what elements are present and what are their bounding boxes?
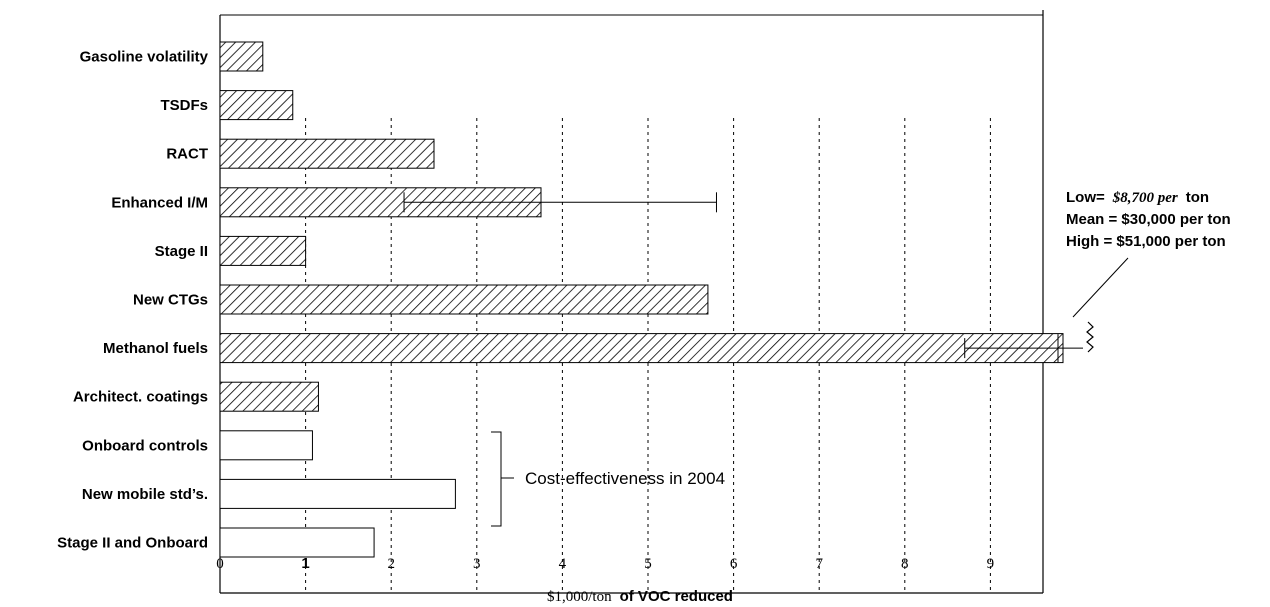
x-tick-label-3: 3 xyxy=(473,556,481,572)
category-label: Gasoline volatility xyxy=(80,49,209,66)
x-tick-label-7: 7 xyxy=(815,556,823,572)
category-label: Architect. coatings xyxy=(73,389,208,406)
annotation-low: Low= $8,700 per ton xyxy=(1066,189,1209,206)
open-bars-bracket xyxy=(491,431,514,527)
category-label: Methanol fuels xyxy=(103,340,208,357)
bar-architect-coatings xyxy=(219,381,319,412)
category-label: Stage II and Onboard xyxy=(57,535,208,552)
open-bars-note: Cost-effectiveness in 2004 xyxy=(525,469,725,488)
x-tick-labels: 0 1 2 3 4 5 6 7 8 9 xyxy=(216,555,994,572)
category-label: Onboard controls xyxy=(82,437,208,454)
x-tick-label-0: 0 xyxy=(216,556,224,572)
axis-break-mark xyxy=(1086,321,1094,353)
category-label: New CTGs xyxy=(133,292,208,309)
bars-group xyxy=(219,41,1064,558)
bar-methanol-fuels xyxy=(219,333,1064,364)
category-label: TSDFs xyxy=(160,97,208,114)
bar-tsdfs xyxy=(219,90,294,121)
x-tick-label-1: 1 xyxy=(301,555,309,572)
annotation-high: High = $51,000 per ton xyxy=(1066,233,1226,250)
x-tick-label-9: 9 xyxy=(987,556,995,572)
bar-stage-ii-and-onboard xyxy=(219,527,375,558)
x-tick-label-2: 2 xyxy=(387,556,395,572)
x-tick-label-8: 8 xyxy=(901,556,909,572)
bar-stage-ii xyxy=(219,235,307,266)
error-bars xyxy=(403,192,1083,363)
bar-ract xyxy=(219,138,435,169)
annotation-mean: Mean = $30,000 per ton xyxy=(1066,211,1231,228)
category-label: New mobile std’s. xyxy=(82,486,208,503)
x-tick-label-6: 6 xyxy=(730,556,738,572)
bar-onboard-controls xyxy=(219,430,313,461)
bar-new-mobile-std-s xyxy=(219,478,456,509)
bar-new-ctgs xyxy=(219,284,709,315)
x-tick-label-5: 5 xyxy=(644,556,652,572)
category-label: Stage II xyxy=(155,243,208,260)
category-labels: Gasoline volatility TSDFs RACT Enhanced I/M… xyxy=(57,49,209,552)
bar-gasoline-volatility xyxy=(219,41,264,72)
category-label: Enhanced I/M xyxy=(111,194,208,211)
x-axis-title: $1,000/ton of VOC reduced xyxy=(547,588,733,605)
annotation-leader-line xyxy=(1072,257,1129,318)
category-label: RACT xyxy=(166,146,208,163)
x-tick-label-4: 4 xyxy=(559,556,567,572)
